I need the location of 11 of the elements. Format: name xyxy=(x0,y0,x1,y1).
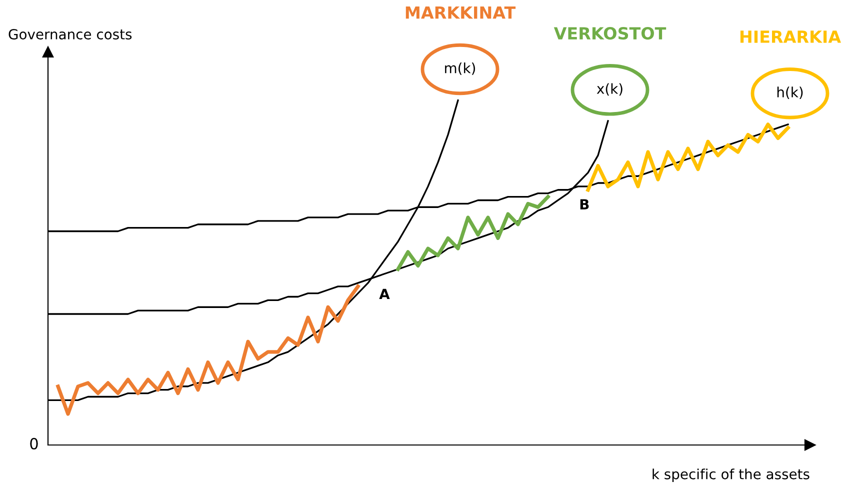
y-axis-title: Governance costs xyxy=(8,28,132,40)
annotation: A xyxy=(379,288,390,299)
text: HIERARKIA xyxy=(740,30,841,43)
series-label: x(k) xyxy=(596,83,622,96)
text: m(k) xyxy=(445,62,476,75)
text: 0 xyxy=(30,438,38,450)
annotation: B xyxy=(580,199,589,210)
text: MARKKINAT xyxy=(406,6,516,19)
x-axis-title: k specific of the assets xyxy=(652,468,810,482)
series-label: h(k) xyxy=(777,86,803,100)
text: VERKOSTOT xyxy=(554,26,666,40)
